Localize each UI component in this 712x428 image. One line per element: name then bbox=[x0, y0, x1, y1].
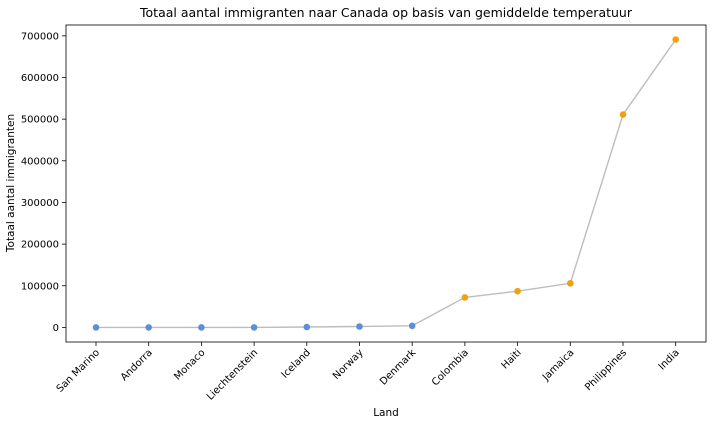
data-point bbox=[250, 324, 258, 331]
x-tick-label: Haiti bbox=[500, 347, 524, 371]
x-axis-label: Land bbox=[373, 407, 399, 419]
x-tick-label: Philippines bbox=[583, 347, 629, 393]
y-tick-label: 700000 bbox=[21, 31, 59, 42]
series-line bbox=[96, 39, 677, 329]
x-tick-label: Iceland bbox=[280, 347, 313, 380]
x-tick-label: Norway bbox=[331, 347, 366, 382]
y-tick-label: 100000 bbox=[21, 281, 59, 292]
data-point bbox=[92, 324, 100, 331]
data-point bbox=[145, 324, 152, 331]
data-point bbox=[514, 287, 521, 295]
x-tick-label: San Marino bbox=[55, 347, 102, 394]
data-point bbox=[461, 294, 469, 301]
data-point bbox=[672, 36, 679, 43]
data-point bbox=[356, 323, 363, 330]
data-point bbox=[303, 323, 311, 331]
data-point bbox=[619, 111, 627, 118]
chart-title: Totaal aantal immigranten naar Canada op… bbox=[139, 5, 633, 20]
x-tick-label: Liechtenstein bbox=[205, 347, 260, 402]
x-tick-label: Denmark bbox=[378, 347, 418, 387]
plot-area: 0 100000 200000 300000 400000 500000 600000 700… bbox=[21, 24, 707, 403]
x-tick-label: Colombia bbox=[430, 347, 471, 388]
plot-frame bbox=[65, 24, 707, 343]
y-tick-label: 200000 bbox=[21, 240, 59, 251]
data-point bbox=[408, 322, 416, 330]
data-point bbox=[198, 324, 205, 331]
y-tick-label: 500000 bbox=[21, 115, 59, 126]
y-tick-label: 400000 bbox=[21, 156, 59, 167]
y-axis-label: Totaal aantal immigranten bbox=[5, 114, 17, 253]
x-tick-label: Monaco bbox=[172, 347, 207, 382]
y-tick-label: 0 bbox=[53, 323, 59, 334]
y-tick-label: 300000 bbox=[21, 198, 59, 209]
x-tick-label: Andorra bbox=[119, 347, 155, 383]
y-tick-label: 600000 bbox=[21, 73, 59, 84]
x-tick-label: Jamaica bbox=[540, 347, 576, 383]
data-point bbox=[567, 279, 574, 287]
x-tick-label: India bbox=[657, 347, 682, 372]
